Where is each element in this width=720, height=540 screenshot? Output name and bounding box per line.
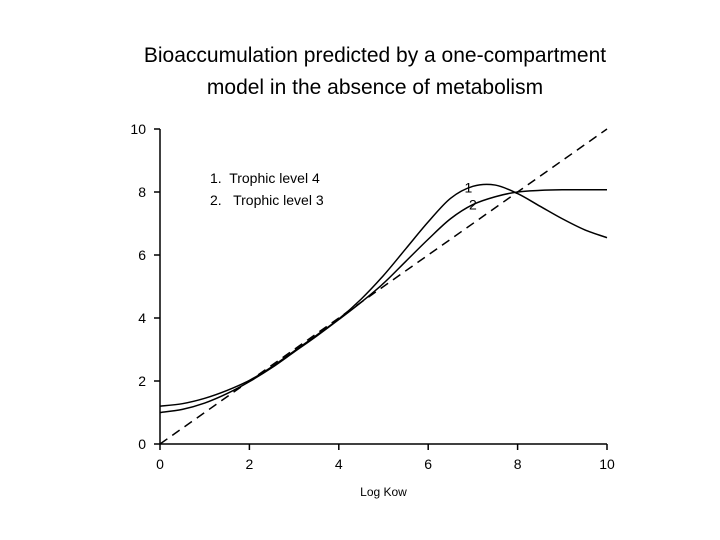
y-tick-label: 0 bbox=[138, 436, 146, 452]
y-tick-label: 8 bbox=[138, 184, 146, 200]
chart-series bbox=[159, 128, 608, 445]
chart-axes: 0 2 4 6 8 10 0 2 4 6 8 10 Log Kow bbox=[130, 121, 615, 499]
x-tick-label: 6 bbox=[424, 456, 432, 472]
chart-title: Bioaccumulation predicted by a one-compa… bbox=[60, 40, 690, 104]
x-axis-title: Log Kow bbox=[360, 485, 407, 499]
chart-title-line-2: model in the absence of metabolism bbox=[206, 76, 544, 99]
chart-title-line-1: Bioaccumulation predicted by a one-compa… bbox=[143, 44, 607, 67]
legend-item-1: 1. Trophic level 4 bbox=[210, 170, 320, 186]
chart-legend: 1. Trophic level 4 2. Trophic level 3 bbox=[210, 167, 324, 211]
x-tick-label: 4 bbox=[335, 456, 343, 472]
chart-labels: 12 bbox=[465, 179, 477, 212]
y-tick-label: 2 bbox=[138, 373, 146, 389]
reference-line-dashed bbox=[159, 128, 608, 445]
y-tick-label: 6 bbox=[138, 247, 146, 263]
curve-label-2: 2 bbox=[469, 197, 477, 213]
x-tick-label: 2 bbox=[246, 456, 254, 472]
series-line-2 bbox=[159, 188, 607, 414]
y-tick-label: 4 bbox=[138, 310, 146, 326]
curve-label-1: 1 bbox=[465, 179, 473, 195]
legend-item-2: 2. Trophic level 3 bbox=[210, 192, 324, 208]
x-tick-label: 10 bbox=[599, 456, 615, 472]
x-tick-label: 0 bbox=[156, 456, 164, 472]
x-tick-label: 8 bbox=[514, 456, 522, 472]
y-tick-label: 10 bbox=[130, 121, 146, 137]
series-line-1 bbox=[159, 183, 608, 407]
